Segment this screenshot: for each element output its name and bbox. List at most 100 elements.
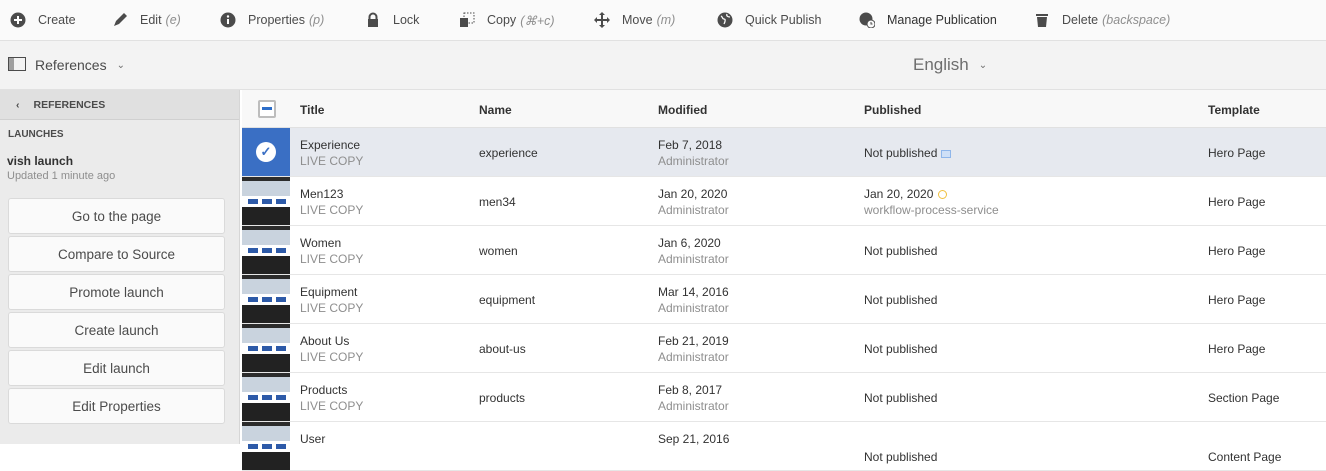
row-modified-sub: Administrator: [658, 252, 729, 266]
row-modified: Feb 8, 2017: [658, 383, 723, 397]
table-row[interactable]: ✓ Experience LIVE COPY experience Feb 7, …: [242, 128, 1326, 177]
move-button[interactable]: Move (m): [594, 0, 675, 40]
row-modified: Jan 6, 2020: [658, 236, 721, 250]
launch-name: vish launch: [7, 154, 74, 168]
table-row[interactable]: About Us LIVE COPY about-us Feb 21, 2019 A…: [242, 324, 1326, 373]
row-title-sub: LIVE COPY: [300, 350, 364, 364]
quick-publish-button[interactable]: Quick Publish: [717, 0, 821, 40]
copy-shortcut: (⌘+c): [520, 13, 555, 28]
action-toolbar: Create Edit (e) Properties (p) Lock Copy (⌘…: [0, 0, 1326, 41]
language-selector[interactable]: English ⌄: [913, 41, 987, 89]
properties-label: Properties: [248, 13, 305, 27]
column-title[interactable]: Title: [300, 103, 325, 117]
rail-panel-icon: [8, 56, 26, 74]
lock-icon: [365, 12, 381, 28]
edit-label: Edit: [140, 13, 162, 27]
compare-to-source-button[interactable]: Compare to Source: [8, 236, 225, 272]
create-button[interactable]: Create: [10, 0, 76, 40]
info-icon: [220, 12, 236, 28]
pencil-icon: [112, 12, 128, 28]
column-name[interactable]: Name: [479, 103, 512, 117]
row-name: equipment: [479, 293, 536, 307]
row-published-status: Not published: [864, 244, 938, 258]
page-thumbnail[interactable]: [242, 422, 290, 470]
row-title-sub: LIVE COPY: [300, 203, 364, 217]
edit-properties-button[interactable]: Edit Properties: [8, 388, 225, 424]
lock-button[interactable]: Lock: [365, 0, 419, 40]
row-template: Hero Page: [1208, 342, 1266, 356]
clock-icon: [938, 190, 948, 200]
row-published: Not published: [864, 146, 952, 160]
delete-shortcut: (backspace): [1102, 13, 1171, 27]
calendar-icon: [941, 149, 952, 158]
table-row[interactable]: Men123 LIVE COPY men34 Jan 20, 2020 Admini…: [242, 177, 1326, 226]
chevron-down-icon: ⌄: [116, 59, 125, 71]
table-row[interactable]: Equipment LIVE COPY equipment Mar 14, 201…: [242, 275, 1326, 324]
page-thumbnail[interactable]: [242, 177, 290, 225]
row-published-by: workflow-process-service: [864, 203, 999, 217]
column-modified[interactable]: Modified: [658, 103, 708, 117]
row-template: Section Page: [1208, 391, 1280, 405]
row-title: Men123: [300, 187, 344, 201]
page-thumbnail[interactable]: [242, 324, 290, 372]
move-shortcut: (m): [656, 13, 676, 27]
go-to-page-button[interactable]: Go to the page: [8, 198, 225, 234]
row-modified: Sep 21, 2016: [658, 432, 730, 446]
page-thumbnail[interactable]: [242, 275, 290, 323]
row-modified: Feb 21, 2019: [658, 334, 729, 348]
row-title-sub: LIVE COPY: [300, 252, 364, 266]
properties-shortcut: (p): [308, 13, 325, 27]
create-launch-button[interactable]: Create launch: [8, 312, 225, 348]
row-title-sub: LIVE COPY: [300, 154, 364, 168]
row-template: Content Page: [1208, 450, 1282, 464]
page-thumbnail[interactable]: ✓: [242, 128, 290, 176]
row-title: Products: [300, 383, 348, 397]
copy-icon: [459, 12, 475, 28]
table-row[interactable]: Products LIVE COPY products Feb 8, 2017 Ad…: [242, 373, 1326, 422]
row-name: women: [479, 244, 518, 258]
row-template: Hero Page: [1208, 146, 1266, 160]
launch-updated: Updated 1 minute ago: [7, 170, 116, 182]
lock-label: Lock: [393, 13, 420, 27]
manage-publication-button[interactable]: Manage Publication: [859, 0, 997, 40]
row-published-status: Jan 20, 2020: [864, 187, 934, 201]
column-template[interactable]: Template: [1208, 103, 1260, 117]
references-back-button[interactable]: ‹ REFERENCES: [0, 90, 239, 120]
row-published: Not published: [864, 342, 937, 356]
launches-section-label: LAUNCHES: [8, 129, 64, 140]
row-title: Experience: [300, 138, 361, 152]
plus-circle-icon: [10, 12, 26, 28]
table-header: Title Name Modified Published Template: [242, 90, 1326, 128]
manage-publication-label: Manage Publication: [887, 13, 997, 27]
select-all-checkbox[interactable]: [258, 100, 276, 118]
row-modified-sub: Administrator: [658, 350, 729, 364]
row-modified: Jan 20, 2020: [658, 187, 728, 201]
edit-button[interactable]: Edit (e): [112, 0, 181, 40]
language-label: English: [913, 55, 969, 74]
row-name: men34: [479, 195, 516, 209]
row-template: Hero Page: [1208, 195, 1266, 209]
edit-shortcut: (e): [165, 13, 181, 27]
properties-button[interactable]: Properties (p): [220, 0, 324, 40]
quick-publish-label: Quick Publish: [745, 13, 822, 27]
page-thumbnail[interactable]: [242, 226, 290, 274]
row-name: experience: [479, 146, 538, 160]
row-published: Not published: [864, 293, 937, 307]
row-modified-sub: Administrator: [658, 203, 729, 217]
edit-launch-button[interactable]: Edit launch: [8, 350, 225, 386]
row-title: Equipment: [300, 285, 358, 299]
row-template: Hero Page: [1208, 244, 1266, 258]
row-modified-sub: Administrator: [658, 399, 729, 413]
table-row[interactable]: Women LIVE COPY women Jan 6, 2020 Administ…: [242, 226, 1326, 275]
column-published[interactable]: Published: [864, 103, 922, 117]
delete-button[interactable]: Delete (backspace): [1034, 0, 1170, 40]
copy-button[interactable]: Copy (⌘+c): [459, 0, 555, 40]
row-published: Not published: [864, 391, 937, 405]
page-thumbnail[interactable]: [242, 373, 290, 421]
references-heading: REFERENCES: [33, 98, 106, 111]
rail-selector[interactable]: References ⌄: [8, 41, 125, 89]
promote-launch-button[interactable]: Promote launch: [8, 274, 225, 310]
row-title-sub: LIVE COPY: [300, 301, 364, 315]
table-row[interactable]: User Sep 21, 2016 Not published Content …: [242, 422, 1326, 471]
move-label: Move: [622, 13, 653, 27]
